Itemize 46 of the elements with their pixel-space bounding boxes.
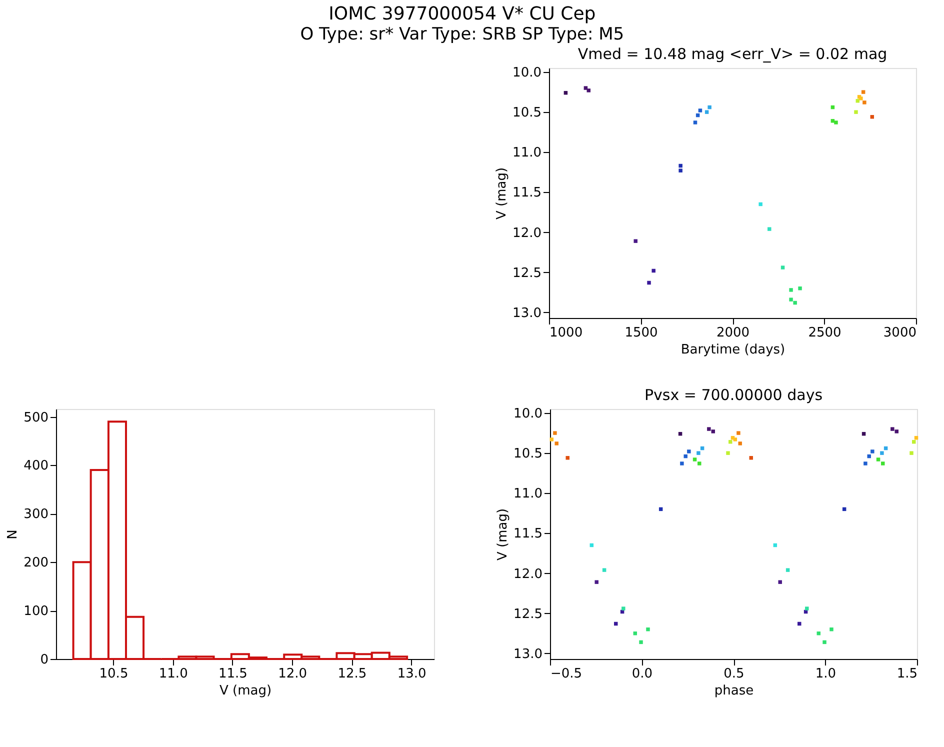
x-tick-label: −0.5 — [550, 666, 582, 682]
y-tick-label: 13.0 — [514, 646, 542, 662]
y-tick-label: 10.5 — [514, 446, 542, 462]
y-tick-label: 10.0 — [514, 406, 542, 422]
y-tick-label: 100 — [24, 604, 48, 620]
y-tick-label: 10.5 — [512, 106, 542, 121]
x-tick-label: 0.5 — [724, 666, 744, 682]
y-tick-label: 12.5 — [512, 266, 542, 281]
x-tick-label: 10.5 — [99, 666, 128, 682]
y-axis-title: V (mag) — [496, 508, 511, 561]
x-tick-label: 1500 — [624, 326, 658, 340]
y-tick-label: 10.0 — [512, 66, 542, 81]
y-tick-label: 11.5 — [512, 186, 542, 201]
y-tick-label: 12.5 — [514, 606, 542, 622]
y-tick-label: 0 — [40, 652, 48, 668]
x-tick-label: 0.0 — [632, 666, 653, 682]
x-tick-label: 2000 — [716, 326, 750, 340]
y-tick-label: 12.0 — [512, 226, 542, 241]
y-tick-label: 400 — [24, 458, 48, 474]
y-tick-label: 11.0 — [512, 146, 542, 161]
y-tick-label: 300 — [24, 507, 48, 522]
x-axis-title: V (mag) — [219, 684, 272, 698]
x-tick-label: 12.0 — [278, 666, 308, 682]
y-tick-label: 11.5 — [514, 526, 542, 542]
y-axis-title: V (mag) — [494, 167, 510, 220]
x-axis-title: Barytime (days) — [680, 342, 786, 358]
x-tick-label: 13.0 — [397, 666, 426, 682]
x-tick-label: 3000 — [883, 326, 916, 340]
y-axis-title: N — [6, 530, 21, 540]
x-axis-title: phase — [714, 684, 754, 698]
x-tick-label: 11.0 — [158, 666, 188, 682]
y-tick-label: 11.0 — [514, 486, 542, 502]
y-tick-label: 500 — [24, 410, 48, 426]
text: IOMC 3977000054 V* CU Cep — [328, 4, 596, 25]
y-tick-label: 12.0 — [514, 566, 542, 582]
x-tick-label: 1.0 — [815, 666, 836, 682]
chart-title: Pvsx = 700.00000 days — [644, 386, 823, 404]
x-tick-label: 1.5 — [896, 666, 918, 682]
x-tick-label: 12.5 — [338, 666, 367, 682]
x-tick-label: 2500 — [808, 326, 842, 340]
x-tick-label: 11.5 — [218, 666, 248, 682]
text: O Type: sr* Var Type: SRB SP Type: M5 — [300, 24, 624, 45]
chart-title: Vmed = 10.48 mag <err_V> = 0.02 mag — [578, 45, 888, 64]
y-tick-label: 13.0 — [512, 306, 542, 321]
y-tick-label: 200 — [24, 556, 48, 571]
x-tick-label: 1000 — [550, 326, 583, 340]
